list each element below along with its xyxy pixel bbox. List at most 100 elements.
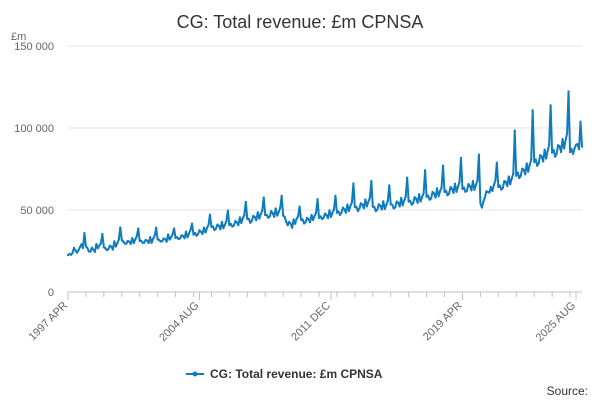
data-point[interactable] <box>492 184 495 187</box>
data-point[interactable] <box>395 200 398 203</box>
data-point[interactable] <box>431 190 434 194</box>
data-point[interactable] <box>189 228 192 231</box>
data-point[interactable] <box>316 198 319 201</box>
data-point[interactable] <box>467 182 470 186</box>
data-point[interactable] <box>228 223 231 227</box>
data-point[interactable] <box>132 242 135 245</box>
data-point[interactable] <box>155 226 158 229</box>
data-point[interactable] <box>311 218 315 222</box>
data-point[interactable] <box>104 247 107 250</box>
data-point[interactable] <box>504 180 507 184</box>
data-point[interactable] <box>410 203 413 206</box>
data-point[interactable] <box>401 204 404 207</box>
data-point[interactable] <box>274 207 277 210</box>
data-point[interactable] <box>205 226 209 229</box>
data-point[interactable] <box>374 210 377 213</box>
data-point[interactable] <box>137 227 140 230</box>
data-point[interactable] <box>66 254 70 257</box>
data-point[interactable] <box>562 147 566 150</box>
data-point[interactable] <box>540 155 543 158</box>
data-point[interactable] <box>370 180 373 183</box>
data-point[interactable] <box>495 161 498 164</box>
data-point[interactable] <box>117 238 120 241</box>
data-point[interactable] <box>89 250 92 253</box>
data-point[interactable] <box>464 190 467 193</box>
data-point[interactable] <box>482 200 485 203</box>
data-point[interactable] <box>170 236 173 239</box>
data-point[interactable] <box>301 218 304 221</box>
data-point[interactable] <box>549 104 552 107</box>
data-point[interactable] <box>190 222 194 225</box>
data-point[interactable] <box>488 191 491 194</box>
data-point[interactable] <box>512 172 515 176</box>
data-point[interactable] <box>252 214 255 217</box>
data-point[interactable] <box>181 234 185 238</box>
data-point[interactable] <box>428 198 431 201</box>
data-point[interactable] <box>518 176 521 180</box>
data-point[interactable] <box>241 216 244 220</box>
data-point[interactable] <box>447 192 451 195</box>
data-point[interactable] <box>421 195 424 198</box>
data-point[interactable] <box>116 242 119 245</box>
data-point[interactable] <box>462 186 466 189</box>
data-point[interactable] <box>571 152 575 156</box>
data-point[interactable] <box>262 196 265 199</box>
data-point[interactable] <box>222 227 225 230</box>
data-point[interactable] <box>412 202 415 205</box>
data-point[interactable] <box>424 169 427 172</box>
data-point[interactable] <box>524 173 527 176</box>
data-point[interactable] <box>577 148 581 151</box>
data-point[interactable] <box>559 150 563 154</box>
data-point[interactable] <box>80 243 83 246</box>
data-point[interactable] <box>149 236 152 239</box>
data-point[interactable] <box>368 196 371 200</box>
data-point[interactable] <box>298 205 301 208</box>
data-point[interactable] <box>356 209 359 213</box>
data-point[interactable] <box>515 174 518 177</box>
data-point[interactable] <box>120 238 123 242</box>
data-point[interactable] <box>337 210 340 213</box>
data-point[interactable] <box>350 201 353 204</box>
data-point[interactable] <box>382 200 385 203</box>
data-point[interactable] <box>388 184 391 187</box>
data-point[interactable] <box>310 213 313 217</box>
data-point[interactable] <box>513 129 516 132</box>
data-point[interactable] <box>140 239 143 242</box>
data-point[interactable] <box>422 192 425 195</box>
data-point[interactable] <box>213 228 216 232</box>
data-point[interactable] <box>530 158 533 161</box>
data-point[interactable] <box>415 197 418 200</box>
data-point[interactable] <box>250 219 253 223</box>
data-point[interactable] <box>125 242 128 245</box>
data-point[interactable] <box>338 213 342 217</box>
legend[interactable]: CG: Total revenue: £m CPNSA <box>186 367 383 381</box>
data-point[interactable] <box>237 223 240 227</box>
data-point[interactable] <box>273 215 276 218</box>
data-point[interactable] <box>491 189 494 193</box>
data-point[interactable] <box>161 240 164 243</box>
data-point[interactable] <box>187 232 191 235</box>
data-point[interactable] <box>114 245 117 248</box>
data-point[interactable] <box>440 186 443 189</box>
data-point[interactable] <box>497 185 500 189</box>
data-point[interactable] <box>98 244 101 247</box>
data-point[interactable] <box>477 153 480 156</box>
data-point[interactable] <box>450 187 454 190</box>
data-point[interactable] <box>223 223 226 226</box>
data-point[interactable] <box>258 217 261 220</box>
data-point[interactable] <box>334 194 337 197</box>
data-point[interactable] <box>340 211 343 214</box>
data-point[interactable] <box>249 221 252 224</box>
data-point[interactable] <box>171 233 174 236</box>
data-point[interactable] <box>101 232 104 236</box>
data-point[interactable] <box>406 176 409 179</box>
data-point[interactable] <box>352 182 355 185</box>
data-point[interactable] <box>435 187 439 190</box>
data-point[interactable] <box>531 109 534 112</box>
data-point[interactable] <box>470 189 473 192</box>
data-point[interactable] <box>186 236 189 239</box>
data-point[interactable] <box>561 137 564 141</box>
data-point[interactable] <box>325 213 328 217</box>
data-point[interactable] <box>552 148 555 152</box>
data-point[interactable] <box>498 184 501 187</box>
